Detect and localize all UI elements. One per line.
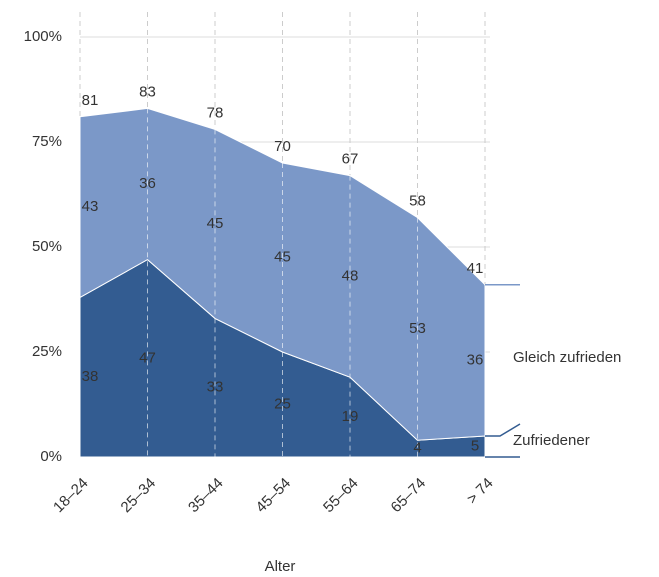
y-tick-label: 0% [40,448,62,465]
y-tick-label: 50% [32,238,62,255]
total-label: 58 [409,193,426,210]
data-label: 19 [342,408,359,425]
legend-line [485,423,521,437]
data-label: 36 [139,175,156,192]
data-label: 43 [82,198,99,215]
data-label: 38 [82,368,99,385]
x-tick-label: 65–74 [388,475,430,517]
x-axis-label: Alter [265,558,296,575]
data-label: 47 [139,349,156,366]
total-label: 78 [207,104,224,121]
data-label: 45 [274,248,291,265]
legend-label: Gleich zufrieden [513,349,621,366]
total-label: 67 [342,151,359,168]
total-label: 81 [82,92,99,109]
total-label: 70 [274,138,291,155]
data-label: 53 [409,320,426,337]
data-label: 4 [413,440,421,457]
x-tick-label: 25–34 [118,475,160,517]
x-tick-label: 55–64 [320,475,362,517]
x-tick-label: 18–24 [50,475,92,517]
legend-label: Zufriedener [513,432,590,449]
total-label: 83 [139,83,156,100]
y-tick-label: 75% [32,133,62,150]
y-tick-label: 100% [24,28,62,45]
total-label: 41 [467,260,484,277]
data-label: 25 [274,395,291,412]
data-label: 5 [471,437,479,454]
data-label: 45 [207,215,224,232]
x-tick-label: 45–54 [253,475,295,517]
data-label: 36 [467,351,484,368]
x-tick-label: > 74 [464,475,497,508]
data-label: 48 [342,267,359,284]
data-label: 33 [207,379,224,396]
y-tick-label: 25% [32,343,62,360]
x-tick-label: 35–44 [185,475,227,517]
